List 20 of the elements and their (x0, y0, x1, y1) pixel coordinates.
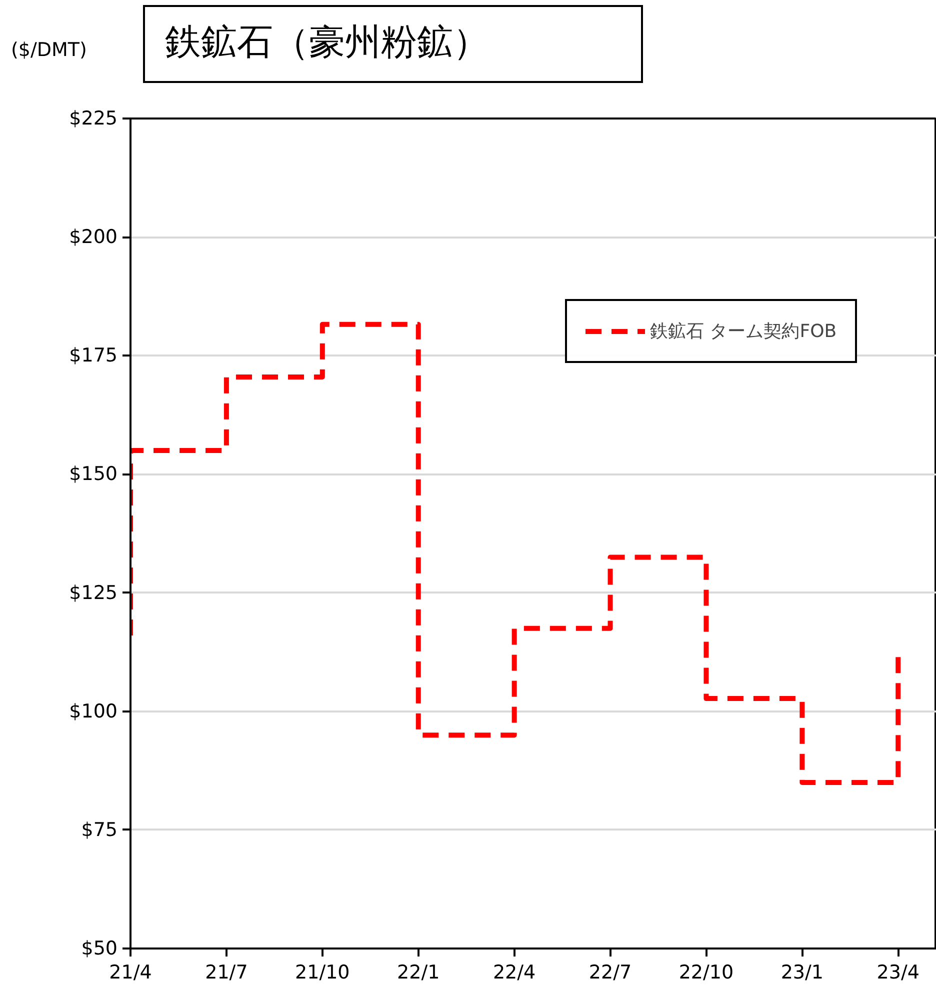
chart-title: 鉄鉱石（豪州粉鉱） (165, 21, 489, 65)
y-tick-label: $200 (69, 226, 118, 248)
y-axis-title: ($/DMT) (11, 38, 87, 63)
x-tick-label: 22/10 (678, 962, 734, 984)
x-tick-label: 22/7 (588, 962, 632, 984)
y-tick-label: $225 (69, 108, 118, 130)
x-tick-label: 21/7 (205, 962, 248, 984)
x-tick-label: 22/1 (397, 962, 440, 984)
y-tick-label: $100 (69, 700, 118, 722)
x-tick-label: 23/1 (780, 962, 824, 984)
y-tick-label: $125 (69, 582, 118, 604)
y-tick-label: $50 (81, 938, 118, 960)
legend-label: 鉄鉱石 ターム契約FOB (650, 320, 837, 343)
y-tick-label: $175 (69, 344, 118, 367)
y-tick-label: $75 (81, 818, 118, 841)
x-tick-label: 23/4 (876, 962, 920, 984)
x-tick-label: 21/10 (295, 962, 350, 984)
x-tick-label: 21/4 (109, 962, 152, 984)
y-tick-label: $150 (69, 463, 118, 486)
x-tick-label: 22/4 (492, 962, 536, 984)
